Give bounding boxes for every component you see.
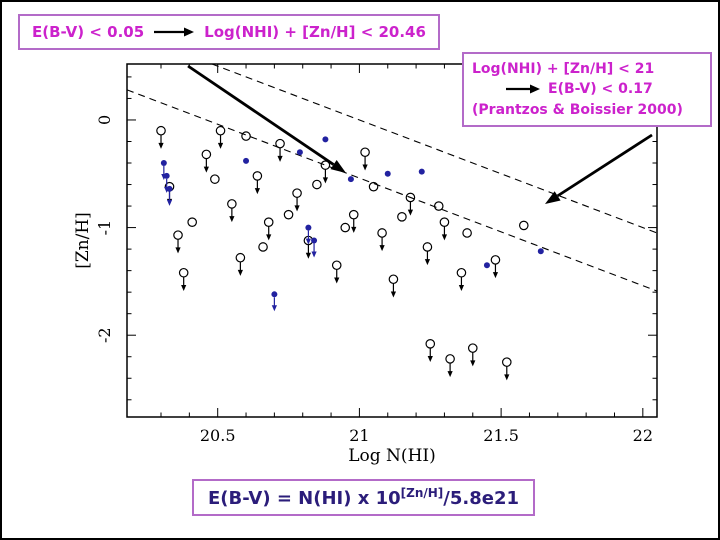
axis-tick-labels: 20.5 21 21.5 22 0 -1 -2 <box>95 115 653 445</box>
ebv-condition-text: E(B-V) < 0.05 <box>32 23 145 41</box>
annotation-box-prantzos: Log(NHI) + [Zn/H] < 21 E(B-V) < 0.17 (Pr… <box>462 52 712 127</box>
annotation-box-ebv-005: E(B-V) < 0.05 Log(NHI) + [Zn/H] < 20.46 <box>18 14 440 50</box>
ebv-017-text: E(B-V) < 0.17 <box>548 81 653 98</box>
right-arrow-icon <box>506 84 540 94</box>
svg-text:22: 22 <box>633 426 653 445</box>
nhi-znh-21-text: Log(NHI) + [Zn/H] < 21 <box>472 61 655 77</box>
threshold-line-21 <box>211 63 658 234</box>
formula-prefix: E(B-V) = N(HI) x 10 <box>208 488 401 509</box>
svg-text:-1: -1 <box>95 220 114 236</box>
formula-superscript: [Zn/H] <box>400 486 444 500</box>
svg-text:0: 0 <box>95 115 114 125</box>
arrow-to-threshold-2046 <box>187 64 346 173</box>
svg-text:21: 21 <box>349 426 369 445</box>
y-axis-label: [Zn/H] <box>73 212 93 269</box>
series-upper-limits-blue <box>160 160 318 312</box>
ebv-017-row: E(B-V) < 0.17 <box>506 79 702 99</box>
x-axis-label: Log N(HI) <box>348 446 436 466</box>
svg-text:-2: -2 <box>95 327 114 343</box>
svg-text:20.5: 20.5 <box>200 426 236 445</box>
plot-frame <box>126 63 658 418</box>
ebv-formula-box: E(B-V) = N(HI) x 10[Zn/H]/5.8e21 <box>192 479 536 516</box>
formula-suffix: /5.8e21 <box>443 488 520 509</box>
svg-text:21.5: 21.5 <box>483 426 519 445</box>
series-detections-filled-blue <box>243 136 544 269</box>
series-detections-open-circles <box>187 131 529 252</box>
nhi-znh-threshold-text: Log(NHI) + [Zn/H] < 20.46 <box>204 23 426 41</box>
arrow-to-threshold-21 <box>545 133 653 204</box>
series-upper-limits-open-circles <box>156 125 512 381</box>
citation-text: (Prantzos & Boissier 2000) <box>472 101 683 118</box>
threshold-line-20-46 <box>126 89 658 292</box>
right-arrow-icon <box>154 27 195 37</box>
